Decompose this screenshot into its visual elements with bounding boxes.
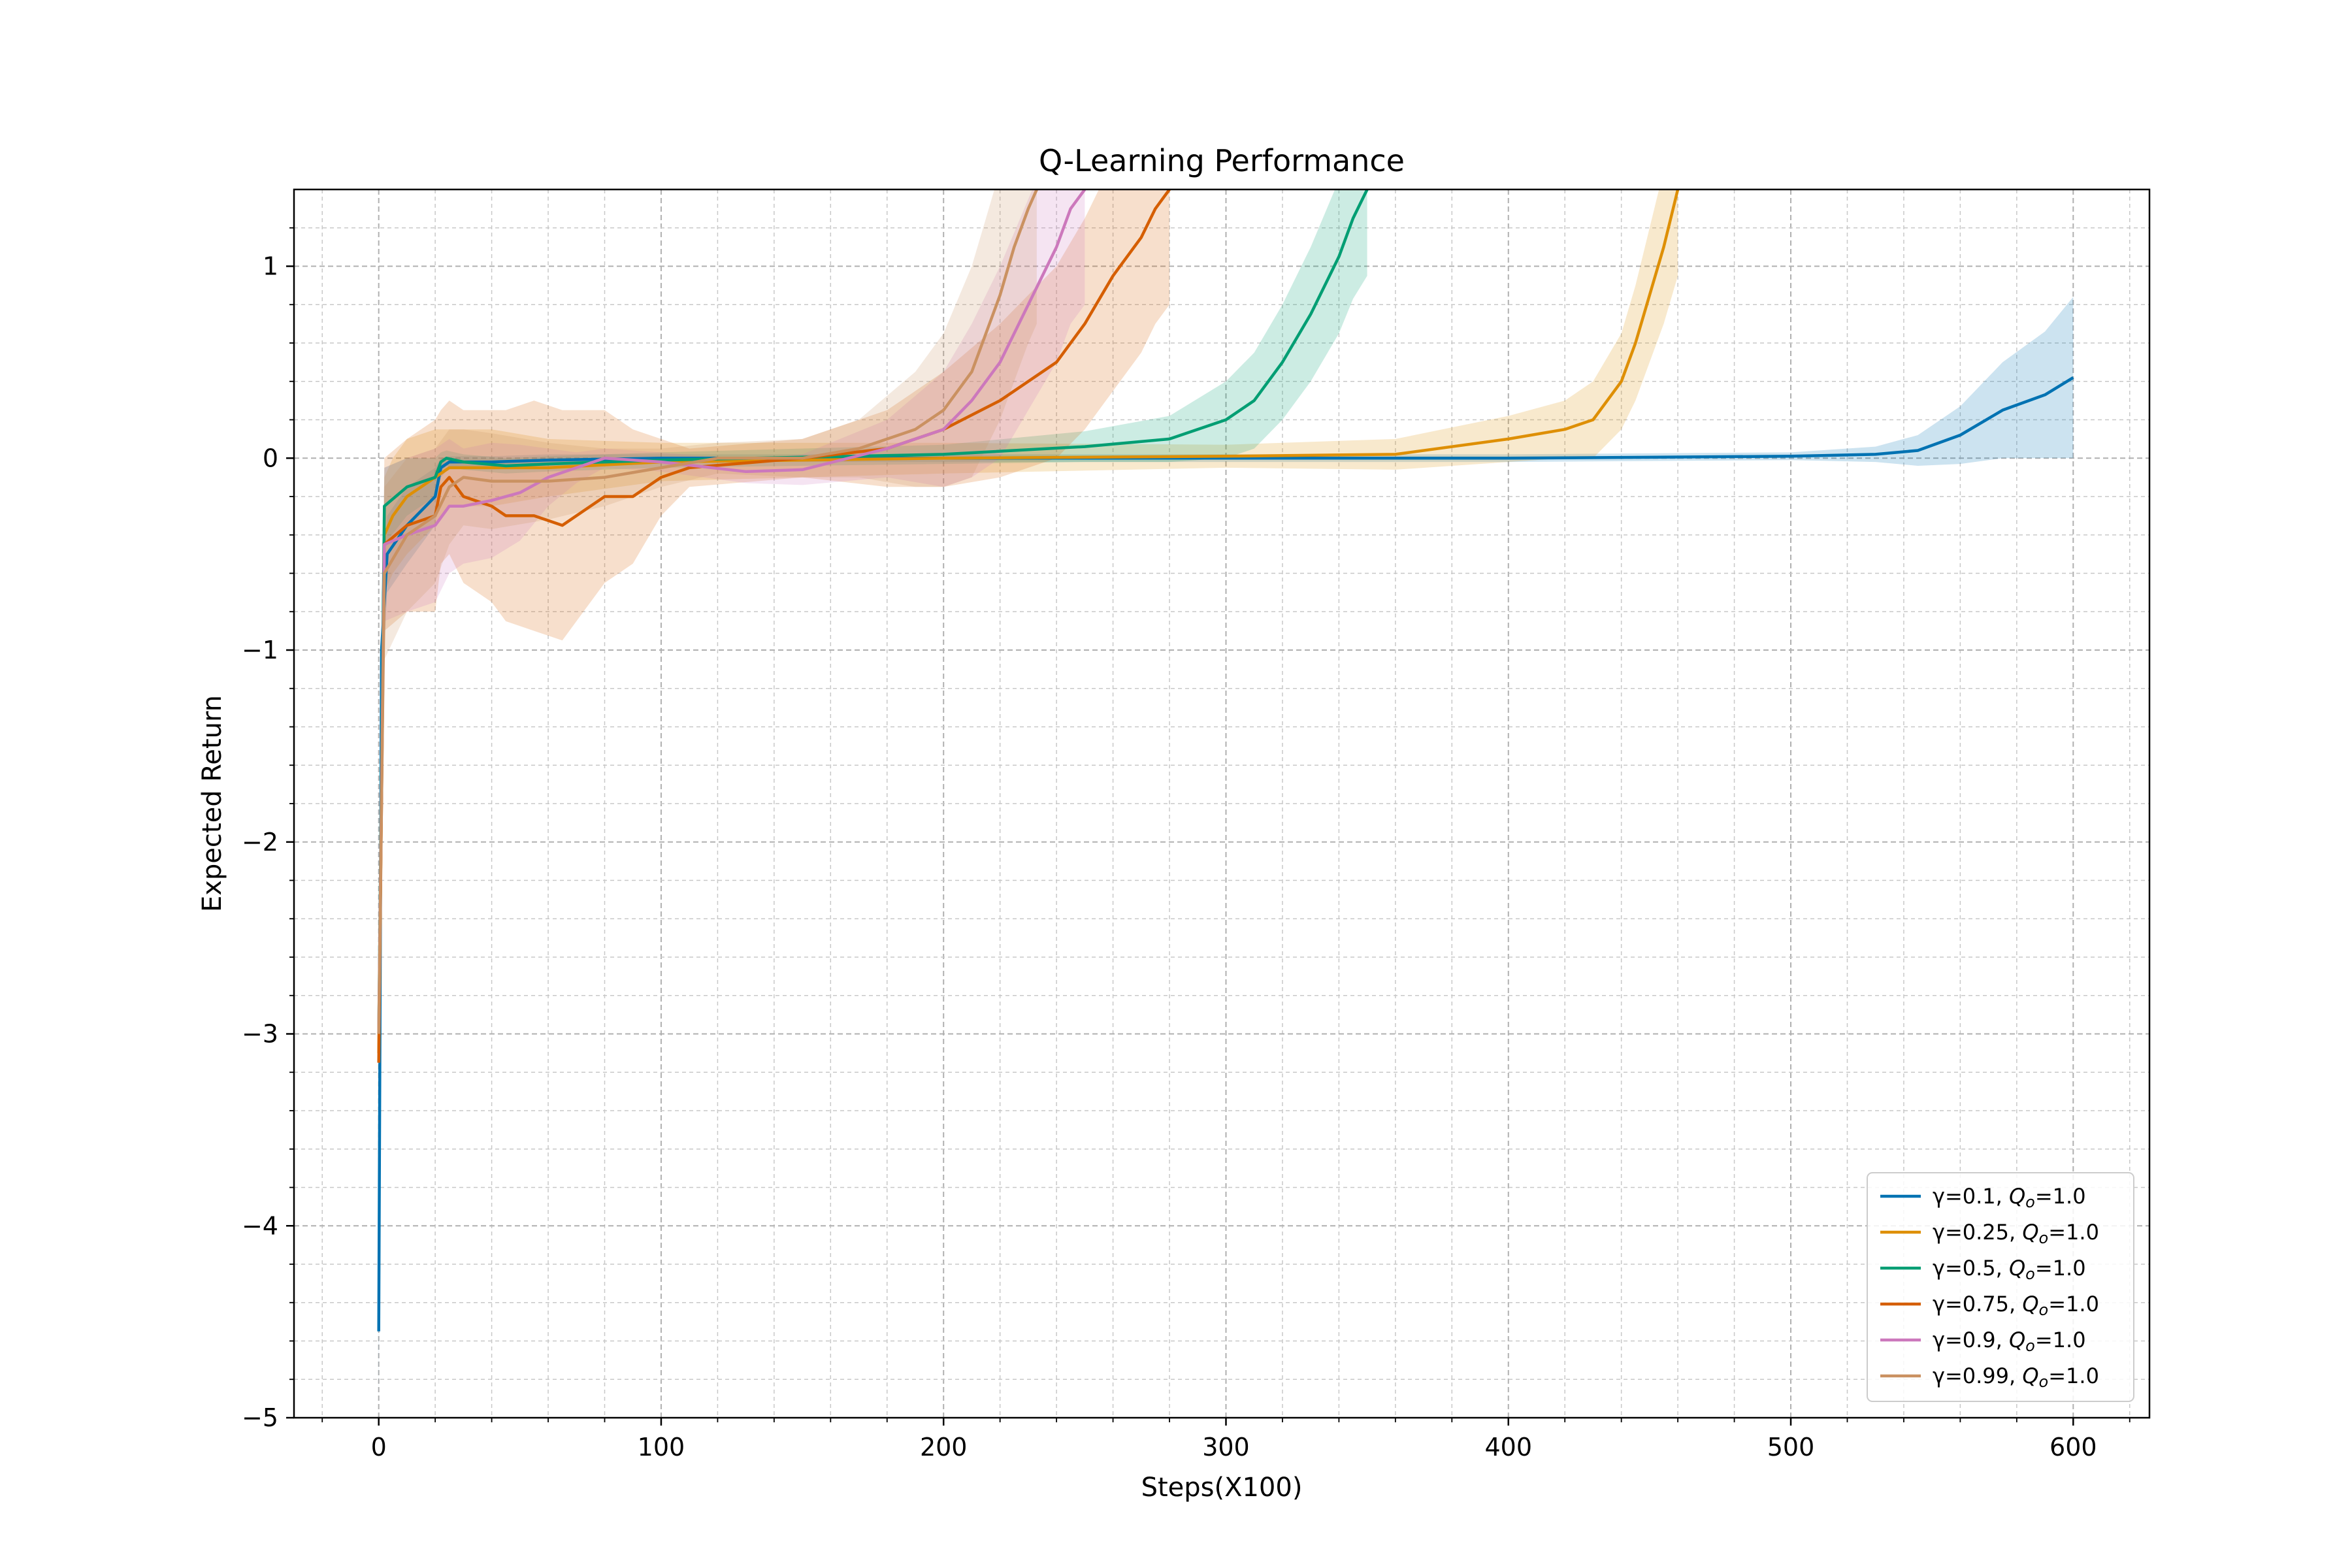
x-tick-label: 400 xyxy=(1484,1433,1532,1462)
chart-title: Q-Learning Performance xyxy=(1039,143,1405,178)
x-tick-label: 300 xyxy=(1202,1433,1250,1462)
y-tick-label: −1 xyxy=(242,636,278,664)
confidence-band-4 xyxy=(378,189,1085,1130)
series-line-1 xyxy=(377,189,1680,1053)
legend-label: γ=0.75, Qo=1.0 xyxy=(1933,1292,2099,1319)
legend-label: γ=0.5, Qo=1.0 xyxy=(1933,1256,2086,1283)
y-tick-label: −4 xyxy=(242,1211,278,1240)
y-tick-label: −5 xyxy=(242,1403,278,1432)
confidence-bands xyxy=(378,189,2074,1409)
x-axis-label: Steps(X100) xyxy=(1141,1473,1303,1503)
x-tick-label: 200 xyxy=(920,1433,968,1462)
series-line-5 xyxy=(377,189,1038,1034)
y-tick-label: 0 xyxy=(263,444,278,472)
legend-label: γ=0.25, Qo=1.0 xyxy=(1933,1220,2099,1247)
y-tick-label: −2 xyxy=(242,828,278,857)
legend: γ=0.1, Qo=1.0 γ=0.25, Qo=1.0 γ=0.5, Qo=1.0… xyxy=(1867,1172,2134,1402)
x-tick-label: 0 xyxy=(371,1433,387,1462)
x-tick-label: 600 xyxy=(2050,1433,2097,1462)
series-line-4 xyxy=(377,189,1086,1034)
legend-label: γ=0.9, Qo=1.0 xyxy=(1933,1328,2086,1355)
y-axis-label: Expected Return xyxy=(197,695,227,912)
y-tick-label: 1 xyxy=(263,252,278,281)
series-lines xyxy=(377,189,2074,1331)
axis-ticks: 0 100 200 300 400 500 600 −5 −4 −3 −2 −1 0 1 xyxy=(242,227,2131,1462)
legend-label: γ=0.1, Qo=1.0 xyxy=(1933,1184,2086,1211)
x-tick-label: 500 xyxy=(1767,1433,1815,1462)
confidence-band-5 xyxy=(378,189,1037,1130)
y-tick-label: −3 xyxy=(242,1020,278,1049)
series-line-0 xyxy=(377,376,2074,1331)
legend-box xyxy=(1867,1172,2134,1402)
legend-label: γ=0.99, Qo=1.0 xyxy=(1933,1364,2099,1391)
x-tick-label: 100 xyxy=(638,1433,685,1462)
confidence-band-3 xyxy=(378,189,1169,1159)
series-line-3 xyxy=(377,189,1171,1063)
